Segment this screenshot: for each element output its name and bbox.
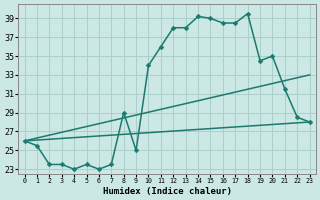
X-axis label: Humidex (Indice chaleur): Humidex (Indice chaleur) — [103, 187, 232, 196]
